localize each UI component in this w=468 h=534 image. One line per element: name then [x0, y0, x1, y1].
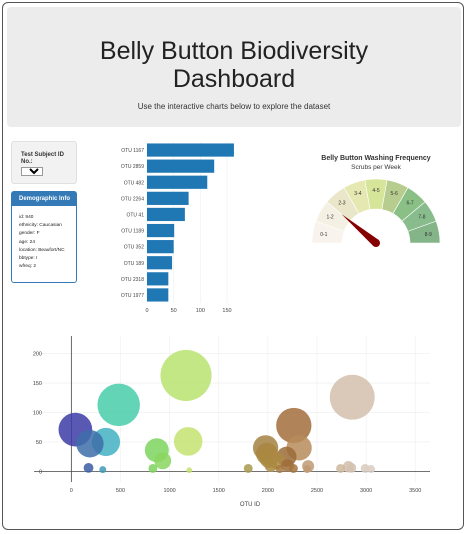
- bar-otu-2859[interactable]: [147, 159, 215, 173]
- gauge-segment-8-9[interactable]: [407, 220, 441, 244]
- demo-age: age: 24: [19, 239, 36, 245]
- demo-location: location: Beaufort/NC: [19, 247, 65, 253]
- demo-ethnicity: ethnicity: Caucasian: [19, 223, 62, 229]
- bubble-otu-930[interactable]: [154, 452, 172, 470]
- gauge-title: Belly Button Washing Frequency: [321, 155, 431, 162]
- bar-otu-1977[interactable]: [147, 288, 169, 302]
- subject-id-select[interactable]: 940: [21, 167, 43, 176]
- bar-category-label: OTU 2859: [121, 164, 144, 170]
- gauge-range-label: 7-8: [418, 215, 425, 221]
- bar-x-tick-label: 150: [222, 308, 231, 314]
- bubble-otu-175[interactable]: [83, 462, 94, 473]
- bubble-otu-189[interactable]: [76, 430, 104, 458]
- bubble-otu-2260[interactable]: [288, 463, 298, 473]
- bubble-y-tick-label: 50: [36, 440, 42, 446]
- bar-category-label: OTU 41: [126, 212, 144, 218]
- bar-category-label: OTU 352: [124, 245, 145, 251]
- bubble-x-tick-label: 1000: [163, 488, 175, 494]
- bubble-otu-2120[interactable]: [275, 465, 284, 474]
- bar-otu-2318[interactable]: [147, 272, 169, 286]
- bubble-otu-2850[interactable]: [346, 462, 357, 473]
- bubble-otu-2264[interactable]: [276, 407, 312, 444]
- bar-otu-482[interactable]: [147, 175, 208, 189]
- gauge-range-label: 1-2: [326, 215, 333, 221]
- header-jumbotron: Belly Button Biodiversity Dashboard Use t…: [7, 7, 461, 127]
- bubble-x-tick-label: 2500: [311, 488, 323, 494]
- bubble-otu-1800[interactable]: [243, 463, 253, 473]
- title-line-1: Belly Button Biodiversity: [99, 37, 369, 65]
- bubble-y-tick-label: 150: [33, 381, 42, 387]
- demo-gender: gender: F: [19, 231, 40, 237]
- demo-wfreq: wfreq: 2: [19, 264, 37, 270]
- bubble-otu-2990[interactable]: [360, 463, 370, 473]
- demographic-info-body: id: 940 ethnicity: Caucasian gender: F a…: [12, 206, 76, 271]
- bar-category-label: OTU 189: [124, 261, 145, 267]
- bubble-y-tick-label: 200: [33, 352, 42, 358]
- demographic-info-title: Demographic Info: [12, 192, 76, 206]
- bar-otu-2264[interactable]: [147, 191, 189, 205]
- bar-category-label: OTU 482: [124, 180, 145, 186]
- bubble-y-tick-label: 0: [39, 469, 42, 475]
- bar-otu-189[interactable]: [147, 256, 173, 270]
- bubble-x-tick-label: 2000: [262, 488, 274, 494]
- gauge-range-label: 5-6: [391, 191, 398, 197]
- bar-category-label: OTU 2318: [121, 277, 144, 283]
- bar-category-label: OTU 2264: [121, 196, 144, 202]
- demo-id: id: 940: [19, 215, 34, 220]
- bubble-otu-830[interactable]: [148, 463, 158, 473]
- gauge-range-label: 6-7: [406, 200, 413, 206]
- subject-selector-label: Test Subject ID No.:: [21, 152, 75, 166]
- selector-label-line-1: Test Subject ID: [21, 152, 64, 158]
- bar-otu-1189[interactable]: [147, 223, 175, 238]
- bubble-otu-3050[interactable]: [367, 465, 376, 474]
- page-title: Belly Button Biodiversity Dashboard: [7, 37, 461, 93]
- bar-x-tick-label: 50: [171, 308, 177, 314]
- bubble-otu-482[interactable]: [97, 383, 140, 427]
- bubble-otu-2859[interactable]: [329, 374, 375, 420]
- page-subtitle: Use the interactive charts below to expl…: [137, 102, 331, 111]
- gauge-range-label: 0-1: [320, 232, 327, 238]
- bubble-x-axis-title: OTU ID: [240, 502, 261, 508]
- gauge-needle: [341, 214, 379, 247]
- bar-x-tick-label: 0: [145, 308, 148, 314]
- gauge-range-label: 8-9: [425, 232, 432, 238]
- bubble-y-tick-label: 100: [33, 411, 42, 417]
- bar-otu-41[interactable]: [147, 207, 185, 222]
- bubble-otu-2400[interactable]: [303, 465, 312, 474]
- gauge-range-label: 3-4: [354, 191, 361, 197]
- bar-category-label: OTU 1977: [121, 293, 144, 299]
- bar-otu-1167[interactable]: [147, 143, 234, 157]
- bubble-otu-320[interactable]: [99, 466, 107, 474]
- bubble-x-tick-label: 1500: [213, 488, 225, 494]
- selector-label-line-2: No.:: [21, 159, 33, 165]
- bubble-x-tick-label: 0: [70, 488, 73, 494]
- bar-category-label: OTU 1189: [121, 229, 144, 235]
- bar-category-label: OTU 1167: [121, 148, 144, 154]
- bubble-otu-2740[interactable]: [336, 463, 346, 473]
- bubble-otu-1189[interactable]: [173, 427, 203, 456]
- demographic-info-panel: Demographic Info id: 940 ethnicity: Cauc…: [11, 191, 77, 283]
- bubble-otu-1200[interactable]: [186, 467, 193, 474]
- bubble-otu-2030[interactable]: [264, 459, 278, 472]
- gauge-subtitle: Scrubs per Week: [351, 164, 401, 171]
- bubble-x-tick-label: 500: [116, 488, 125, 494]
- title-line-2: Dashboard: [172, 65, 296, 93]
- bubble-otu-1167[interactable]: [160, 349, 212, 401]
- gauge-range-label: 2-3: [338, 200, 345, 206]
- bubble-x-tick-label: 3000: [360, 488, 372, 494]
- bar-otu-352[interactable]: [147, 240, 174, 254]
- bar-x-tick-label: 100: [196, 308, 205, 314]
- gauge-range-label: 4-5: [372, 188, 379, 194]
- bubble-x-tick-label: 3500: [409, 488, 421, 494]
- subject-selector-well: Test Subject ID No.: 940: [11, 141, 77, 184]
- gauge-needle-hub: [372, 239, 380, 247]
- demo-bbtype: bbtype: I: [19, 256, 38, 262]
